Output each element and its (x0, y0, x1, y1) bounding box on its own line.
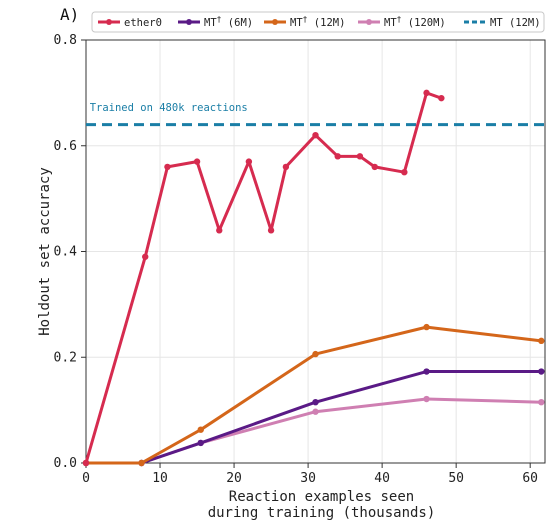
data-point (423, 89, 430, 97)
y-tick-label: 0.8 (54, 33, 77, 48)
legend-marker (106, 19, 112, 25)
data-point (82, 459, 90, 467)
x-tick-label: 20 (226, 471, 242, 486)
x-tick-label: 0 (82, 471, 90, 486)
data-point (538, 398, 545, 406)
x-tick-label: 50 (448, 471, 464, 486)
series-line-3 (86, 397, 542, 465)
data-point (312, 131, 319, 139)
y-tick-label: 0.4 (54, 245, 78, 260)
axes-layer: 0 10 20 30 40 50 60 0.0 0.2 0.4 0.6 0.8 Reaction exa… (37, 33, 546, 521)
legend-item: MT (12M) (464, 17, 541, 29)
x-tick-label: 60 (522, 471, 538, 486)
x-tick-label: 30 (300, 471, 316, 486)
data-point (438, 94, 445, 102)
y-tick-label: 0.6 (54, 139, 77, 154)
y-tick-label: 0.2 (54, 350, 77, 365)
legend-label: MT† (12M) (290, 15, 345, 29)
data-point (371, 163, 378, 171)
annotation-text: Trained on 480k reactions (90, 102, 248, 114)
data-point (267, 227, 275, 234)
data-point (334, 153, 341, 160)
legend-label: MT† (6M) (204, 15, 253, 29)
x-axis-label: during training (thousands) (208, 505, 436, 521)
series-line-2 (86, 325, 542, 465)
y-axis-label: Holdout set accuracy (37, 167, 53, 336)
x-tick-label: 10 (152, 471, 168, 486)
data-point (312, 408, 319, 415)
data-point (216, 227, 223, 234)
data-point (423, 323, 430, 331)
y-tick-label: 0.0 (54, 456, 77, 471)
legend-label: MT (12M) (490, 17, 541, 29)
data-point (312, 398, 319, 406)
legend-item: MT† (6M) (178, 15, 253, 29)
legend-marker (366, 19, 372, 25)
data-point (401, 168, 408, 176)
data-point (356, 153, 364, 160)
data-point (138, 459, 145, 467)
data-point (423, 368, 430, 375)
data-point (193, 158, 201, 165)
data-point (312, 350, 319, 358)
legend-label: MT† (120M) (384, 15, 446, 29)
data-point (423, 395, 430, 403)
panel-label: A) (60, 5, 79, 24)
legend-marker (272, 19, 278, 25)
data-point (197, 426, 204, 433)
x-axis-label: Reaction examples seen (229, 489, 414, 505)
legend-marker (186, 19, 192, 25)
data-point (538, 368, 545, 375)
legend-label: ether0 (124, 17, 162, 29)
legend-item: ether0 (98, 17, 162, 29)
legend-box (91, 11, 545, 33)
data-point (538, 337, 545, 345)
series-line-1 (86, 370, 542, 465)
legend: ether0 MT† (6M) MT† (12M) MT† (120M) MT (12M… (91, 11, 545, 33)
series-layer (82, 89, 545, 467)
data-point (142, 253, 149, 260)
data-point (197, 439, 204, 447)
data-point (164, 163, 171, 171)
series-line-0 (84, 91, 442, 464)
annotation-layer: Trained on 480k reactions (90, 102, 248, 114)
data-point (245, 158, 253, 165)
x-tick-label: 40 (374, 471, 390, 486)
data-point (282, 163, 290, 171)
